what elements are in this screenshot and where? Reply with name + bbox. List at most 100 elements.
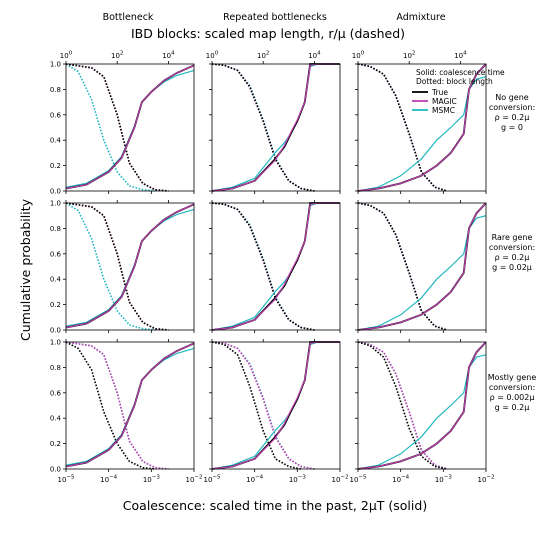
solid-line-msmc: [357, 354, 487, 470]
tick-label: 10−3: [143, 475, 161, 485]
solid-line-msmc: [357, 215, 487, 331]
tick-label: 100: [206, 51, 219, 61]
tick-label: 104: [162, 51, 175, 61]
solid-line-msmc: [211, 63, 340, 192]
tick-label: 10−4: [100, 475, 118, 485]
solid-line-msmc: [211, 202, 340, 331]
tick-label: 10−5: [203, 475, 221, 485]
solid-line-magic: [65, 203, 195, 329]
legend-label-true: True: [431, 88, 448, 97]
y-tick-label: 0.2: [50, 162, 61, 170]
tick-label: 104: [454, 51, 467, 61]
solid-line-magic: [211, 341, 340, 470]
dotted-line-magic: [65, 341, 169, 470]
dotted-line-msmc: [65, 341, 169, 470]
solid-line-true: [65, 203, 195, 329]
dotted-line-true: [211, 63, 315, 192]
row-label-line: conversion:: [489, 243, 535, 252]
dotted-line-true: [357, 341, 448, 470]
row-label-rare-gene-conversion: Rare gene conversion: ρ = 0.2μ g = 0.02μ: [489, 233, 535, 272]
y-tick-label: 1.0: [50, 61, 61, 69]
row-label-line: ρ = 0.002μ: [490, 393, 535, 402]
solid-line-magic: [357, 341, 487, 470]
y-tick-label: 0.8: [50, 225, 61, 233]
solid-line-true: [65, 64, 195, 190]
row-label-line: conversion:: [489, 383, 535, 392]
column-title-bottleneck: Bottleneck: [103, 12, 154, 23]
panel-r2-c2: 10−5 10−4 10−3 10−2: [349, 339, 495, 485]
solid-line-magic: [357, 202, 487, 331]
solid-line-magic: [357, 63, 487, 192]
panel-r2-c0: 0.0 0.2 0.4 0.6 0.8 1.0 10−5 10−4 10−3 10−2: [50, 339, 203, 485]
row-label-line: ρ = 0.2μ: [495, 113, 530, 122]
legend-label-magic: MAGIC: [432, 97, 457, 106]
panel-frame: [357, 63, 487, 192]
tick-label: 100: [352, 51, 365, 61]
dotted-line-true: [65, 202, 169, 331]
y-tick-label: 0.4: [50, 415, 62, 423]
y-tick-label: 0.4: [50, 137, 62, 145]
row-label-mostly-gene-conversion: Mostly gene conversion: ρ = 0.002μ g = 0…: [488, 373, 537, 412]
row-label-no-gene-conversion: No gene conversion: ρ = 0.2μ g = 0: [489, 93, 535, 132]
tick-label: 10−2: [331, 475, 348, 485]
y-tick-label: 0.0: [50, 327, 61, 335]
dotted-line-msmc: [65, 63, 156, 192]
dotted-line-msmc: [65, 202, 156, 331]
panel-frame: [211, 63, 341, 192]
tick-label: 10−3: [289, 475, 307, 485]
solid-line-magic: [211, 63, 340, 192]
row-label-line: Rare gene: [492, 233, 533, 242]
y-tick-label: 0.8: [50, 364, 61, 372]
y-tick-label: 0.8: [50, 86, 61, 94]
panel-r2-c1: 10−5 10−4 10−3 10−2: [203, 339, 349, 485]
legend-note-dotted: Dotted: block length: [416, 77, 493, 86]
dotted-line-magic: [211, 341, 315, 470]
panel-frame: [211, 341, 341, 470]
panel-frame: [65, 202, 195, 331]
y-tick-label: 0.0: [50, 466, 61, 474]
tick-label: 100: [60, 51, 73, 61]
panel-frame: [211, 202, 341, 331]
solid-line-magic: [65, 342, 195, 468]
y-tick-label: 0.4: [50, 276, 62, 284]
dotted-line-msmc: [357, 341, 448, 470]
dotted-line-magic: [357, 202, 448, 331]
solid-line-magic: [65, 64, 195, 190]
y-tick-label: 0.2: [50, 440, 61, 448]
tick-label: 102: [111, 51, 123, 61]
tick-label: 102: [257, 51, 269, 61]
column-title-admixture: Admixture: [396, 12, 445, 23]
panel-r0-c1: 100 102 104: [206, 51, 341, 194]
panel-r1-c0: 0.0 0.2 0.4 0.6 0.8 1.0: [50, 200, 195, 335]
dotted-line-true: [211, 341, 302, 470]
panel-r1-c1: [209, 200, 341, 333]
row-label-line: ρ = 0.2μ: [495, 253, 530, 262]
dotted-line-msmc: [357, 202, 448, 331]
dotted-line-true: [211, 202, 315, 331]
top-axis-title: IBD blocks: scaled map length, r/μ (dash…: [131, 26, 405, 41]
y-tick-label: 0.6: [50, 250, 62, 258]
column-title-repeated-bottlenecks: Repeated bottlenecks: [223, 12, 327, 23]
tick-label: 10−3: [435, 475, 453, 485]
legend-note-solid: Solid: coalescence time: [416, 68, 505, 77]
dotted-line-magic: [357, 341, 448, 470]
legend: Solid: coalescence time Dotted: block le…: [412, 68, 505, 115]
y-tick-label: 0.2: [50, 301, 61, 309]
tick-label: 10−2: [477, 475, 494, 485]
tick-label: 10−4: [246, 475, 264, 485]
y-tick-label: 0.0: [50, 188, 61, 196]
y-tick-label: 1.0: [50, 200, 61, 208]
solid-line-msmc: [65, 347, 195, 466]
panel-r0-c2: 100 102 104: [352, 51, 487, 194]
solid-line-magic: [211, 202, 340, 331]
row-label-line: g = 0: [501, 123, 523, 132]
solid-line-msmc: [357, 76, 487, 192]
panel-frame: [65, 63, 195, 192]
y-tick-label: 0.6: [50, 111, 62, 119]
legend-label-msmc: MSMC: [432, 106, 455, 115]
solid-line-true: [211, 63, 340, 192]
row-label-line: Mostly gene: [488, 373, 537, 382]
